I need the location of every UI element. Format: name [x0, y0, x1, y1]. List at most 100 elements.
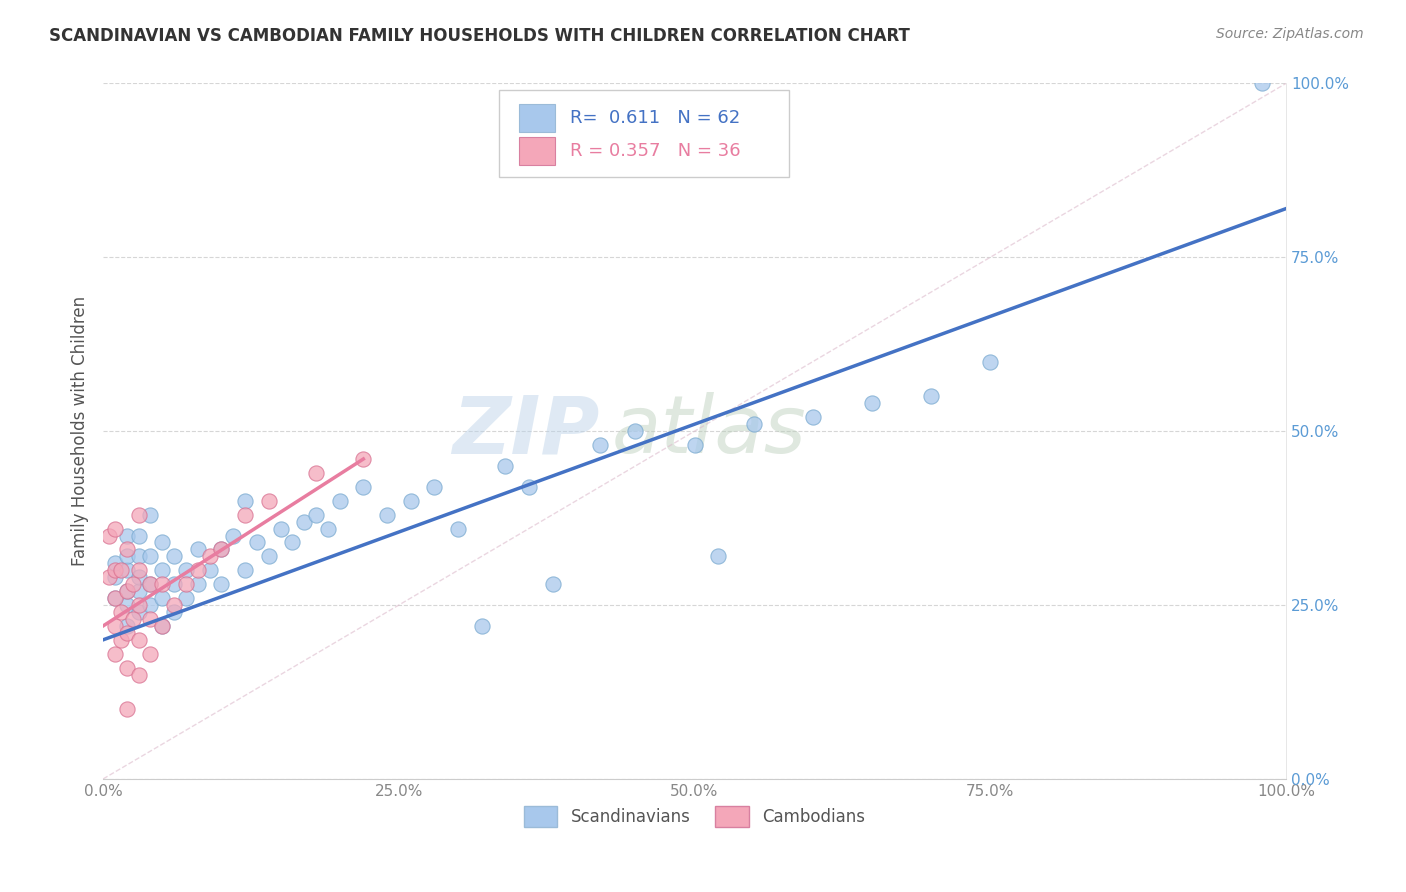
Point	[115, 542, 138, 557]
Point	[198, 563, 221, 577]
Point	[139, 647, 162, 661]
Point	[128, 528, 150, 542]
Point	[163, 577, 186, 591]
Point	[128, 549, 150, 564]
Point	[209, 577, 232, 591]
Point	[163, 598, 186, 612]
Point	[209, 542, 232, 557]
Point	[222, 528, 245, 542]
Point	[128, 508, 150, 522]
FancyBboxPatch shape	[519, 137, 555, 165]
Point	[174, 563, 197, 577]
Y-axis label: Family Households with Children: Family Households with Children	[72, 296, 89, 566]
Point	[121, 577, 143, 591]
Point	[104, 591, 127, 606]
Point	[517, 480, 540, 494]
Point	[98, 570, 121, 584]
Point	[115, 619, 138, 633]
Point	[104, 557, 127, 571]
Point	[128, 667, 150, 681]
Point	[104, 563, 127, 577]
Point	[115, 598, 138, 612]
Point	[115, 563, 138, 577]
Point	[246, 535, 269, 549]
Legend: Scandinavians, Cambodians: Scandinavians, Cambodians	[517, 799, 872, 833]
Point	[115, 584, 138, 599]
Point	[115, 702, 138, 716]
Point	[541, 577, 564, 591]
Point	[128, 632, 150, 647]
Text: atlas: atlas	[612, 392, 807, 470]
Point	[115, 660, 138, 674]
Point	[139, 612, 162, 626]
Point	[742, 417, 765, 432]
Point	[128, 605, 150, 619]
Point	[198, 549, 221, 564]
Point	[375, 508, 398, 522]
Point	[163, 549, 186, 564]
Point	[110, 632, 132, 647]
Point	[150, 577, 173, 591]
Point	[860, 396, 883, 410]
Point	[104, 619, 127, 633]
Point	[270, 522, 292, 536]
Point	[187, 577, 209, 591]
Point	[233, 563, 256, 577]
Point	[150, 563, 173, 577]
Point	[471, 619, 494, 633]
Point	[352, 480, 374, 494]
Point	[174, 591, 197, 606]
Text: R=  0.611   N = 62: R= 0.611 N = 62	[571, 109, 741, 128]
Point	[121, 612, 143, 626]
Point	[801, 410, 824, 425]
Point	[139, 549, 162, 564]
Point	[150, 591, 173, 606]
Point	[1251, 77, 1274, 91]
Text: Source: ZipAtlas.com: Source: ZipAtlas.com	[1216, 27, 1364, 41]
Point	[150, 619, 173, 633]
Point	[110, 563, 132, 577]
Point	[305, 466, 328, 480]
Point	[150, 619, 173, 633]
Point	[352, 452, 374, 467]
Point	[292, 515, 315, 529]
Point	[233, 493, 256, 508]
Text: ZIP: ZIP	[453, 392, 600, 470]
Point	[128, 563, 150, 577]
Point	[115, 549, 138, 564]
Point	[104, 570, 127, 584]
Point	[187, 542, 209, 557]
Point	[128, 584, 150, 599]
Point	[174, 577, 197, 591]
Point	[150, 535, 173, 549]
Point	[233, 508, 256, 522]
Point	[98, 528, 121, 542]
Text: SCANDINAVIAN VS CAMBODIAN FAMILY HOUSEHOLDS WITH CHILDREN CORRELATION CHART: SCANDINAVIAN VS CAMBODIAN FAMILY HOUSEHO…	[49, 27, 910, 45]
Point	[139, 508, 162, 522]
Point	[104, 522, 127, 536]
Point	[139, 598, 162, 612]
Point	[281, 535, 304, 549]
Point	[257, 549, 280, 564]
Point	[163, 605, 186, 619]
Point	[209, 542, 232, 557]
Point	[589, 438, 612, 452]
Point	[128, 570, 150, 584]
Point	[139, 577, 162, 591]
Point	[115, 584, 138, 599]
Point	[447, 522, 470, 536]
Point	[979, 354, 1001, 368]
Point	[305, 508, 328, 522]
Point	[139, 577, 162, 591]
Point	[187, 563, 209, 577]
FancyBboxPatch shape	[519, 104, 555, 132]
Point	[104, 647, 127, 661]
FancyBboxPatch shape	[499, 90, 789, 178]
Point	[683, 438, 706, 452]
Point	[707, 549, 730, 564]
Point	[316, 522, 339, 536]
Point	[115, 528, 138, 542]
Point	[115, 625, 138, 640]
Point	[423, 480, 446, 494]
Point	[128, 598, 150, 612]
